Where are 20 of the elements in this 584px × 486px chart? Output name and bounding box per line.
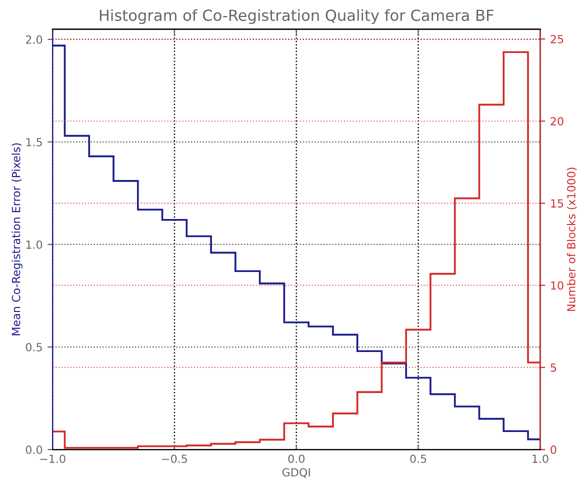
x-tick-label: −1.0 — [40, 454, 66, 464]
y-tick-label: 2.0 — [26, 35, 42, 44]
y-axis-title: Mean Co-Registration Error (Pixels) — [12, 143, 22, 336]
y-tick-label: 0.0 — [26, 446, 42, 454]
chart-title: Histogram of Co-Registration Quality for Camera BF — [100, 9, 494, 24]
x-tick-label: 1.0 — [532, 454, 548, 464]
y-tick-label: 1.0 — [26, 240, 42, 249]
y2-axis-title: Number of Blocks (x1000) — [566, 168, 577, 311]
y2-tick-label: 10 — [551, 281, 564, 290]
y-tick-label: 0.5 — [26, 342, 42, 352]
x-tick-label: 0.5 — [410, 454, 426, 464]
x-tick-label: −0.5 — [162, 454, 187, 464]
y2-tick-label: 25 — [550, 34, 564, 44]
y2-tick-label: 20 — [550, 117, 564, 126]
y2-tick-label: 0 — [550, 446, 556, 454]
y2-tick-label: 5 — [550, 364, 556, 372]
x-axis-title: GDQI — [282, 468, 310, 478]
x-tick-label: 0.0 — [288, 454, 304, 464]
y2-tick-label: 15 — [551, 199, 564, 208]
y-tick-label: 1.5 — [26, 138, 42, 146]
